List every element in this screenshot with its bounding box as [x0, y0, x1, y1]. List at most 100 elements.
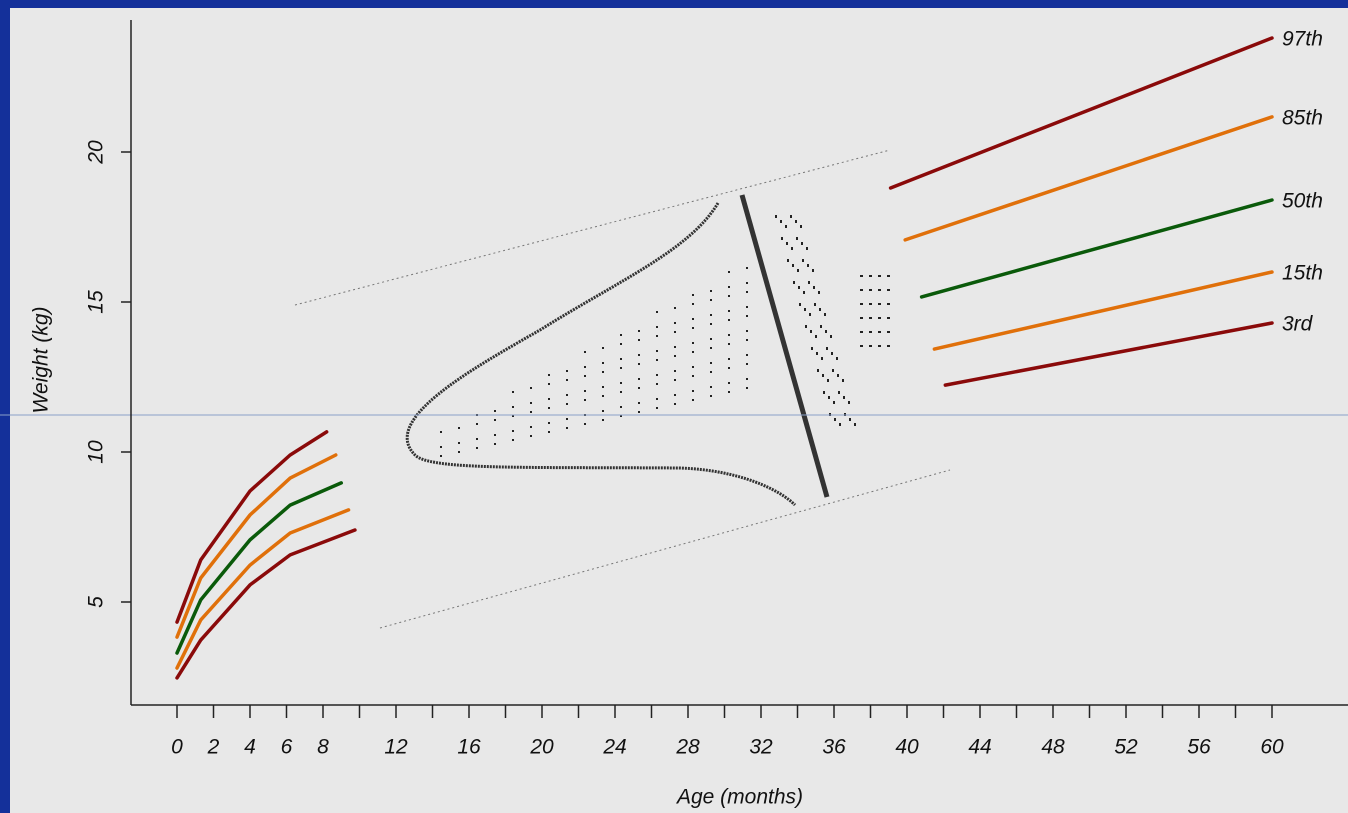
dot — [887, 275, 890, 277]
dot — [878, 303, 881, 305]
dot — [584, 375, 586, 377]
percentile-line — [175, 321, 1274, 680]
dot — [838, 391, 840, 394]
dot — [620, 358, 622, 360]
dot — [854, 423, 856, 426]
dot — [476, 423, 478, 425]
dot — [834, 418, 836, 421]
x-axis-label: Age (months) — [675, 786, 803, 809]
dot — [638, 354, 640, 356]
x-tick-label: 44 — [968, 736, 991, 759]
dot — [822, 374, 824, 377]
y-tick-label: 5 — [85, 596, 108, 608]
panel — [10, 8, 1348, 813]
dot — [638, 339, 640, 341]
dot — [817, 369, 819, 372]
dot — [656, 407, 658, 409]
dot — [791, 247, 793, 250]
dot — [566, 418, 568, 420]
dot — [746, 267, 748, 269]
dot — [440, 455, 442, 457]
dot — [656, 374, 658, 376]
dot — [512, 415, 514, 417]
dot — [638, 378, 640, 380]
dot — [746, 291, 748, 293]
x-tick-label: 16 — [457, 736, 481, 759]
dot — [710, 362, 712, 364]
dot — [512, 439, 514, 441]
dot — [820, 325, 822, 328]
dot — [824, 313, 826, 316]
dot — [620, 406, 622, 408]
dot — [816, 352, 818, 355]
dot — [800, 225, 802, 228]
dot — [728, 358, 730, 360]
dot — [811, 347, 813, 350]
dot — [710, 323, 712, 325]
dot — [494, 443, 496, 445]
dot — [692, 351, 694, 353]
dot — [710, 314, 712, 316]
dot — [796, 237, 798, 240]
dot — [805, 325, 807, 328]
dot — [860, 303, 863, 305]
dot — [746, 330, 748, 332]
dot — [869, 275, 872, 277]
x-tick-label: 36 — [822, 736, 846, 759]
dot — [780, 220, 782, 223]
dot — [656, 383, 658, 385]
dot — [476, 447, 478, 449]
dot — [620, 391, 622, 393]
dot — [830, 335, 832, 338]
dot — [566, 427, 568, 429]
dot — [458, 427, 460, 429]
x-tick-label: 8 — [317, 736, 329, 759]
dot — [793, 281, 795, 284]
dot — [692, 342, 694, 344]
dot — [602, 347, 604, 349]
dot — [728, 382, 730, 384]
dot — [512, 406, 514, 408]
x-tick-label: 4 — [244, 736, 256, 759]
guide — [379, 469, 951, 629]
dot — [786, 242, 788, 245]
x-tick-label: 60 — [1260, 736, 1284, 759]
dot — [790, 215, 792, 218]
dot — [828, 396, 830, 399]
dot — [819, 308, 821, 311]
dot — [692, 375, 694, 377]
dot — [831, 352, 833, 355]
x-tick-label: 28 — [675, 736, 700, 759]
dot — [530, 426, 532, 428]
legend-label: 50th — [1282, 190, 1323, 213]
dot — [827, 379, 829, 382]
x-tick-label: 6 — [281, 736, 293, 759]
funnel-outline — [405, 202, 797, 507]
dot — [728, 295, 730, 297]
dot — [887, 345, 890, 347]
dot — [728, 334, 730, 336]
dot — [728, 367, 730, 369]
dot — [887, 289, 890, 291]
dot — [638, 387, 640, 389]
dot — [869, 289, 872, 291]
dot — [809, 313, 811, 316]
dot — [860, 317, 863, 319]
dot — [656, 350, 658, 352]
dot — [728, 271, 730, 273]
dot — [656, 311, 658, 313]
dot — [602, 362, 604, 364]
dot — [728, 310, 730, 312]
dot — [692, 366, 694, 368]
dot — [620, 367, 622, 369]
dot — [798, 286, 800, 289]
dot — [566, 403, 568, 405]
dot — [584, 399, 586, 401]
x-tick-label: 12 — [384, 736, 408, 759]
dot — [530, 435, 532, 437]
dot — [797, 269, 799, 272]
dot — [818, 291, 820, 294]
dot — [728, 319, 730, 321]
dot — [638, 330, 640, 332]
dot — [860, 345, 863, 347]
